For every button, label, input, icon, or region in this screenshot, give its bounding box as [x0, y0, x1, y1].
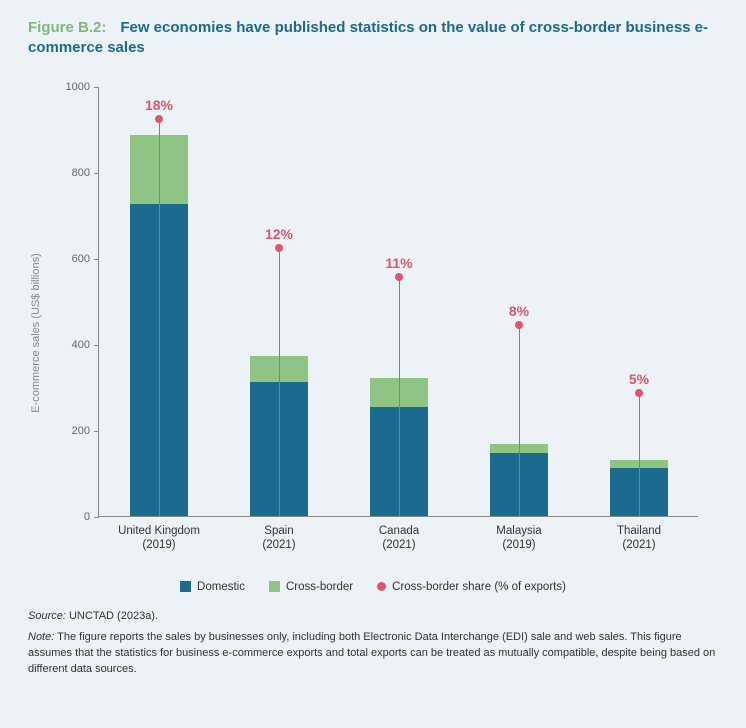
source-label: Source: [28, 610, 66, 622]
source-line: Source: UNCTAD (2023a). [28, 609, 718, 625]
lollipop-line [519, 325, 520, 517]
plot-area: 0200400600800100018%United Kingdom(2019)… [98, 87, 698, 517]
x-category-label: Spain(2021) [262, 516, 295, 554]
legend-label-domestic: Domestic [197, 581, 245, 593]
source-text: UNCTAD (2023a). [69, 610, 158, 622]
pct-label: 18% [145, 97, 173, 113]
x-category-label: United Kingdom(2019) [118, 516, 200, 554]
figure-title-text: Few economies have published statistics … [28, 19, 708, 56]
lollipop-line [159, 119, 160, 517]
figure-container: Figure B.2:Few economies have published … [0, 0, 746, 698]
legend-label-cross-border: Cross-border [286, 581, 353, 593]
figure-label: Figure B.2: [28, 19, 106, 36]
lollipop-dot [635, 389, 643, 397]
pct-label: 12% [265, 226, 293, 242]
lollipop-dot [275, 244, 283, 252]
figure-title: Figure B.2:Few economies have published … [28, 18, 718, 59]
y-tick-label: 0 [84, 511, 99, 523]
note-line: Note: The figure reports the sales by bu… [28, 630, 718, 678]
legend-item-cross-border: Cross-border [269, 581, 353, 593]
figure-footer: Source: UNCTAD (2023a). Note: The figure… [28, 609, 718, 679]
pct-label: 5% [629, 371, 649, 387]
y-tick-label: 200 [72, 425, 99, 437]
lollipop-dot [515, 321, 523, 329]
pct-label: 11% [385, 255, 412, 271]
legend-item-domestic: Domestic [180, 581, 245, 593]
lollipop-line [279, 248, 280, 517]
x-category-label: Canada(2021) [379, 516, 419, 554]
legend: Domestic Cross-border Cross-border share… [28, 581, 718, 593]
lollipop-dot [155, 115, 163, 123]
y-axis-label: E-commerce sales (US$ billions) [30, 253, 42, 413]
legend-swatch-marker [377, 582, 386, 591]
lollipop-line [399, 277, 400, 517]
chart: E-commerce sales (US$ billions) 02004006… [28, 73, 718, 593]
y-tick-label: 400 [72, 339, 99, 351]
y-tick-label: 600 [72, 253, 99, 265]
legend-swatch-domestic [180, 581, 191, 592]
legend-swatch-cross-border [269, 581, 280, 592]
lollipop-line [639, 393, 640, 517]
pct-label: 8% [509, 303, 529, 319]
x-category-label: Malaysia(2019) [496, 516, 541, 554]
lollipop-dot [395, 273, 403, 281]
legend-item-marker: Cross-border share (% of exports) [377, 581, 566, 593]
y-tick-label: 800 [72, 167, 99, 179]
y-tick-label: 1000 [66, 81, 99, 93]
note-text: The figure reports the sales by business… [28, 631, 715, 675]
legend-label-marker: Cross-border share (% of exports) [392, 581, 566, 593]
note-label: Note: [28, 631, 54, 643]
x-category-label: Thailand(2021) [617, 516, 661, 554]
